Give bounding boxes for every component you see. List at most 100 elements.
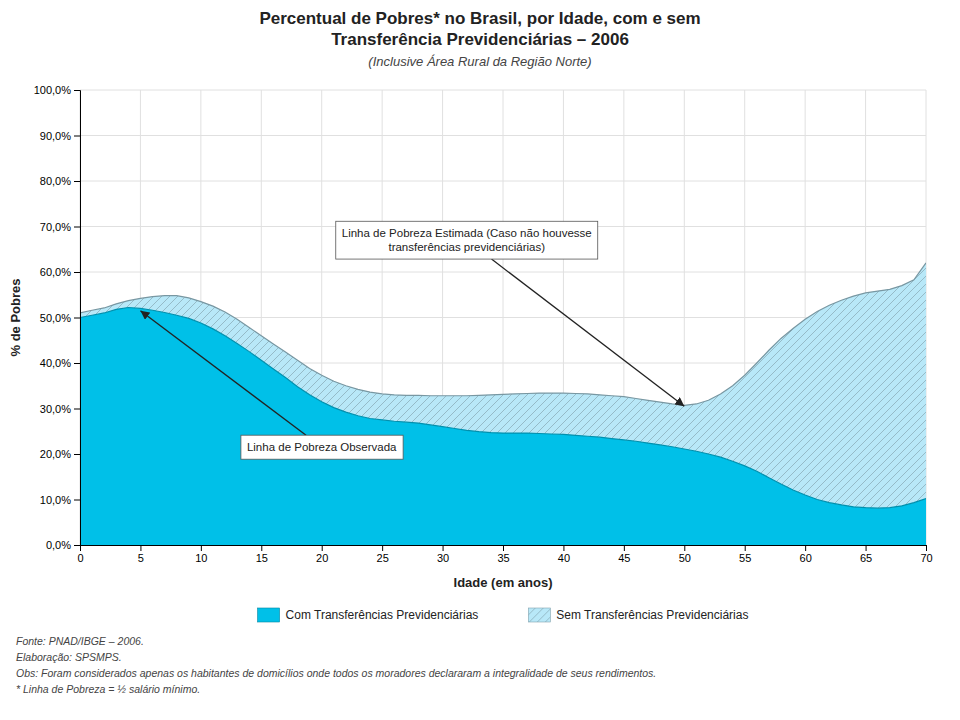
x-tick: 45 [618,545,630,564]
x-tick-mark [866,545,867,551]
y-tick-label: 90,0% [40,130,71,142]
footnote: Obs: Foram considerados apenas os habita… [16,667,656,679]
y-tick: 30,0% [40,403,80,415]
x-tick-label: 15 [256,552,268,564]
annotation-arrow [140,311,306,436]
x-tick-mark [443,545,444,551]
x-tick: 20 [316,545,328,564]
y-tick: 60,0% [40,266,80,278]
x-tick: 35 [497,545,509,564]
y-tick: 40,0% [40,357,80,369]
x-tick-mark [140,545,141,551]
y-grid-line [80,272,926,273]
y-tick-mark [74,318,80,319]
y-tick-mark [74,363,80,364]
annotation: Linha de Pobreza Estimada (Caso não houv… [336,221,685,406]
chart: Percentual de Pobres* no Brasil, por Ida… [0,0,960,720]
y-tick-mark [74,454,80,455]
x-tick: 60 [800,545,812,564]
x-tick-label: 25 [377,552,389,564]
y-tick: 100,0% [34,84,80,96]
x-tick: 65 [860,545,872,564]
title: Percentual de Pobres* no Brasil, por Ida… [259,9,700,28]
y-grid-line [80,181,926,182]
line [80,263,926,405]
x-tick-label: 65 [860,552,872,564]
y-tick-mark [74,181,80,182]
y-grid-line [80,135,926,136]
x-tick-mark [201,545,202,551]
x-tick-label: 70 [920,552,932,564]
y-tick: 90,0% [40,130,80,142]
x-tick-label: 0 [77,552,83,564]
legend-item: Sem Transferências Previdenciárias [528,608,748,622]
legend-label: Sem Transferências Previdenciárias [556,608,748,622]
x-tick-mark [745,545,746,551]
y-tick-mark [74,500,80,501]
legend-item: Com Transferências Previdenciárias [258,608,479,622]
y-tick: 0,0% [46,539,80,551]
y-tick-label: 40,0% [40,357,71,369]
x-axis-line [81,546,927,552]
annotation: Linha de Pobreza Observada [140,311,403,460]
x-tick-mark [503,545,504,551]
x-tick-label: 35 [497,552,509,564]
y-tick: 50,0% [40,312,80,324]
footnote: * Linha de Pobreza = ½ salário mínimo. [16,683,200,695]
y-tick: 70,0% [40,221,80,233]
x-tick-label: 10 [195,552,207,564]
x-tick: 25 [377,545,389,564]
y-tick: 20,0% [40,448,80,460]
x-tick-label: 20 [316,552,328,564]
y-tick: 10,0% [40,494,80,506]
x-tick: 50 [679,545,691,564]
annotation-box [336,221,598,259]
x-tick-label: 55 [739,552,751,564]
y-axis: 0,0% 10,0% 20,0% 30,0% 40,0% 50,0% 60,0% 70,0% 8… [34,84,81,551]
x-tick-mark [684,545,685,551]
x-tick: 30 [437,545,449,564]
annotations: Linha de Pobreza Estimada (Caso não houv… [140,221,684,459]
legend-label: Com Transferências Previdenciárias [286,608,479,622]
y-tick-label: 70,0% [40,221,71,233]
x-axis: 0 5 10 15 20 25 30 35 40 45 50 55 60 65 70 [77,545,932,564]
annotation-text: Linha de Pobreza Observada [247,441,397,453]
plot: 0 5 10 15 20 25 30 35 40 45 50 55 60 65 70 0,0% 10,0% 20,… [34,84,933,564]
x-tick-mark [563,545,564,551]
y-axis-line [74,91,81,546]
y-tick-mark [74,227,80,228]
y-tick-label: 100,0% [34,84,72,96]
x-tick-mark [624,545,625,551]
x-tick: 0 [77,545,83,564]
legend: Com Transferências Previdenciárias Sem Tr… [258,608,749,622]
y-tick: 80,0% [40,175,80,187]
x-axis-title: Idade (em anos) [454,575,553,590]
annotation-box [241,435,403,459]
y-tick-label: 50,0% [40,312,71,324]
y-tick-label: 80,0% [40,175,71,187]
x-tick-label: 30 [437,552,449,564]
x-tick: 10 [195,545,207,564]
y-tick-mark [74,136,80,137]
y-tick-label: 0,0% [46,539,71,551]
x-tick-label: 5 [138,552,144,564]
x-tick-label: 60 [800,552,812,564]
x-tick-mark [926,545,927,551]
footnote: Elaboração: SPSMPS. [16,651,122,663]
y-tick-mark [74,545,80,546]
y-tick-mark [74,409,80,410]
x-tick-mark [805,545,806,551]
y-grid-line [80,90,926,91]
x-tick-mark [322,545,323,551]
annotation-text: Linha de Pobreza Estimada (Caso não houv… [342,227,592,253]
y-tick-mark [74,272,80,273]
x-tick-label: 40 [558,552,570,564]
x-tick: 55 [739,545,751,564]
y-axis-title: % de Pobres [8,278,23,356]
x-tick: 70 [920,545,932,564]
marks [80,263,926,545]
x-tick: 40 [558,545,570,564]
y-tick-mark [74,90,80,91]
legend-swatch [258,608,280,622]
x-tick-mark [261,545,262,551]
